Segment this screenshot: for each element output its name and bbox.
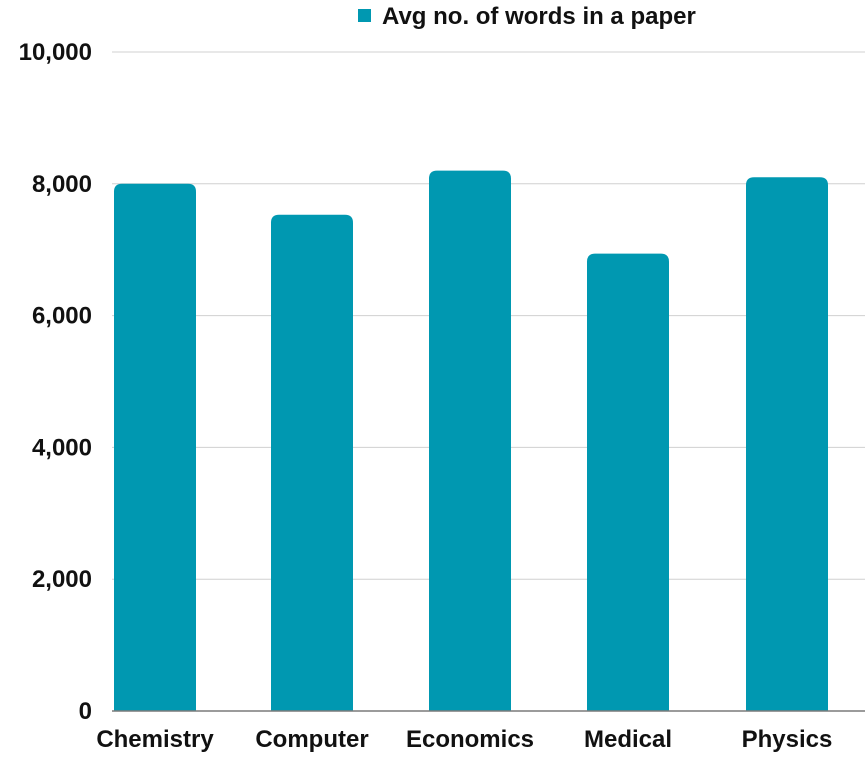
legend-swatch bbox=[358, 9, 371, 22]
x-tick-label: Medical bbox=[584, 726, 672, 753]
legend: Avg no. of words in a paper bbox=[358, 3, 696, 30]
y-tick-label: 0 bbox=[79, 698, 92, 725]
x-tick-label: Economics bbox=[406, 726, 534, 753]
x-tick-label: Chemistry bbox=[96, 726, 214, 753]
bar-chemistry bbox=[114, 183, 196, 712]
bars bbox=[114, 170, 828, 712]
y-axis: 0 2,000 4,000 6,000 8,000 10,000 bbox=[19, 39, 92, 725]
x-tick-label: Computer bbox=[255, 726, 368, 753]
y-tick-label: 4,000 bbox=[32, 434, 92, 461]
bar-physics bbox=[746, 177, 828, 711]
y-tick-label: 10,000 bbox=[19, 39, 92, 66]
bar-computer bbox=[271, 214, 353, 711]
bar-medical bbox=[587, 253, 669, 712]
y-tick-label: 6,000 bbox=[32, 303, 92, 330]
x-axis: Chemistry Computer Economics Medical Physics bbox=[96, 710, 865, 753]
bar-economics bbox=[429, 170, 511, 711]
y-tick-label: 2,000 bbox=[32, 566, 92, 593]
legend-label: Avg no. of words in a paper bbox=[382, 3, 696, 30]
x-tick-label: Physics bbox=[742, 726, 833, 753]
y-tick-label: 8,000 bbox=[32, 171, 92, 198]
